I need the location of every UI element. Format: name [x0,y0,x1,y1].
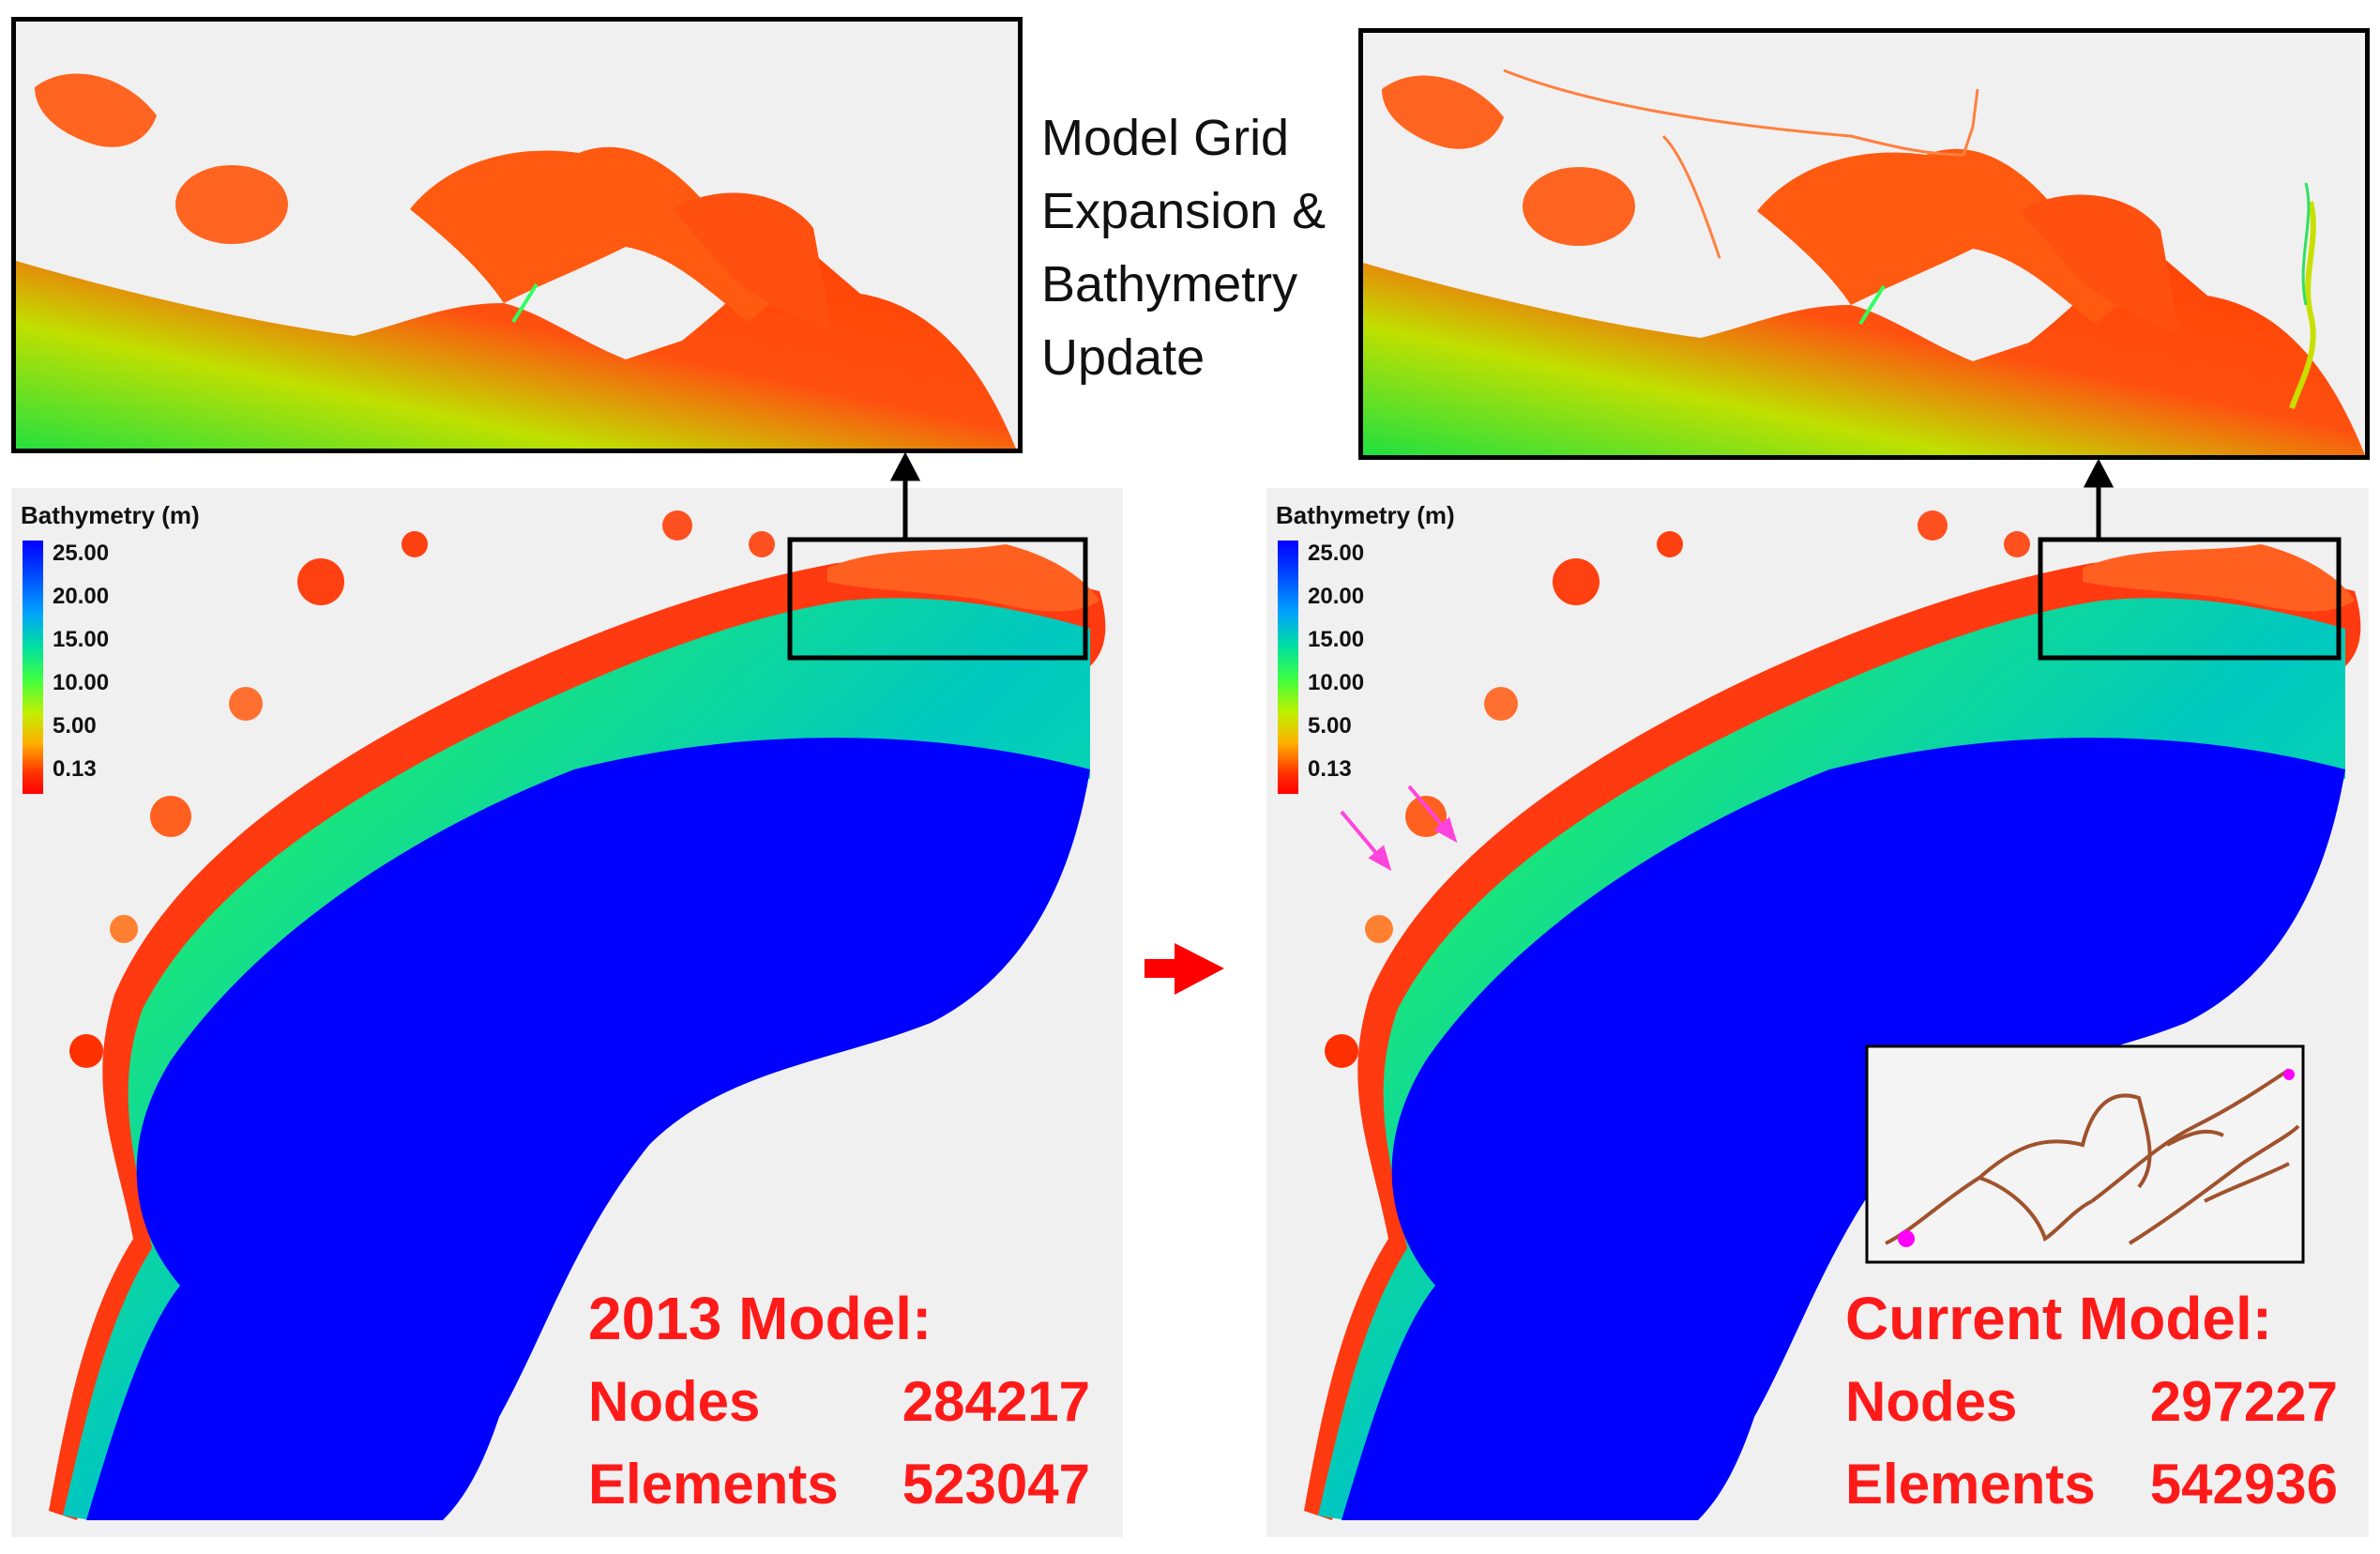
elements-value: 523047 [902,1453,1090,1516]
deep-water-zone [86,738,1090,1520]
legend-tick: 15.00 [53,627,110,652]
legend-tick: 20.00 [53,584,110,609]
bay-feature [2004,531,2030,557]
nodes-value: 284217 [902,1370,1090,1433]
bay-feature [1657,531,1683,557]
nodes-value: 297227 [2149,1370,2338,1433]
bay-feature [1365,915,1393,943]
left-bathymetry-map [49,510,1106,1520]
bathymetry-legend: Bathymetry (m) 25.00 20.00 15.00 10.00 5… [21,501,208,801]
annotation-arrows [1340,785,1458,872]
inset-channel [1858,284,1886,326]
zoom-region-box [787,537,1088,661]
coastal-shallow-zone [1304,560,2361,1520]
legend-tick: 25.00 [1308,541,1365,566]
inset-bathymetry-current [1363,69,2365,455]
legend-title: Bathymetry (m) [21,501,200,529]
inset-bay [1757,148,2142,324]
caption-line: Bathymetry [1041,256,1298,312]
legend-tick: 0.13 [53,756,97,782]
legend-tick: 25.00 [53,541,110,566]
bay-feature [69,1034,103,1068]
northeast-shallow-bays [2083,544,2355,612]
legend-tick: 15.00 [1308,627,1365,652]
bay-feature [1325,1034,1358,1068]
right-map-panel: Bathymetry (m) 25.00 20.00 15.00 10.00 5… [1266,488,2369,1537]
inset-highlight [1898,1230,1915,1247]
river-channel [2289,201,2316,409]
legend-tick: 10.00 [1308,670,1365,695]
legend-title: Bathymetry (m) [1276,501,1455,529]
inset-lake [1523,167,1635,246]
legend-tick: 10.00 [53,670,110,695]
inset-bathymetry-2013 [16,73,1016,449]
zoom-inset-2013 [11,17,1023,453]
bathymetry-legend: Bathymetry (m) 25.00 20.00 15.00 10.00 5… [1276,501,1463,801]
bay-feature [297,558,344,605]
continental-shelf-zone [1318,598,2345,1520]
bay-feature [110,915,138,943]
inset-highlight [2283,1069,2295,1080]
bay-feature [402,531,428,557]
nodes-label: Nodes [588,1370,761,1433]
model-stats-current: Current Model: Nodes 297227 Elements 542… [1845,1276,2338,1526]
inset-bay [2020,194,2179,333]
left-map-panel: Bathymetry (m) 25.00 20.00 15.00 10.00 5… [11,488,1123,1537]
zoom-region-box [2038,537,2342,661]
continental-shelf-zone [63,598,1090,1520]
river-channel [2301,182,2311,306]
legend-colorbar [23,541,43,794]
elements-label: Elements [588,1453,839,1516]
inset-lake [175,165,288,244]
inset-bay [673,192,832,331]
caption-line: Model Grid [1041,110,1290,166]
legend-tick: 5.00 [1308,713,1352,739]
comparison-arrow [1145,943,1224,995]
northeast-shallow-bays [827,544,1099,612]
bay-feature [662,510,692,541]
elements-value: 542936 [2149,1453,2338,1516]
grid-expansion-inset [1865,1044,2305,1264]
right-bathymetry-map [1304,510,2361,1520]
inset-outline-map [1885,1068,2300,1245]
deep-water-zone [1342,738,2345,1520]
bay-feature [229,687,263,721]
legend-tick: 5.00 [53,713,97,739]
caption-text: Model Grid Expansion & Bathymetry Update [1041,101,1326,394]
legend-colorbar [1278,541,1298,794]
caption-line: Expansion & [1041,183,1326,239]
legend-tick: 0.13 [1308,756,1352,782]
bay-feature [150,796,191,837]
bay-feature [749,531,775,557]
zoom-inset-current [1358,28,2370,460]
bay-feature [1405,796,1447,837]
inset-lake [1382,75,1504,149]
inset-lake [35,73,157,147]
legend-tick: 20.00 [1308,584,1365,609]
new-grid-channels [1503,69,1979,259]
bay-feature [1918,510,1948,541]
caption-line: Update [1041,329,1205,386]
nodes-label: Nodes [1845,1370,2018,1433]
inset-channel [511,282,538,324]
elements-label: Elements [1845,1453,2096,1516]
model-title: 2013 Model: [588,1285,932,1352]
model-stats-2013: 2013 Model: Nodes 284217 Elements 523047 [588,1276,1090,1526]
coastal-shallow-zone [49,560,1106,1520]
bay-feature [1484,687,1518,721]
bay-feature [1553,558,1599,605]
model-title: Current Model: [1845,1285,2273,1352]
inset-bay [410,146,795,322]
